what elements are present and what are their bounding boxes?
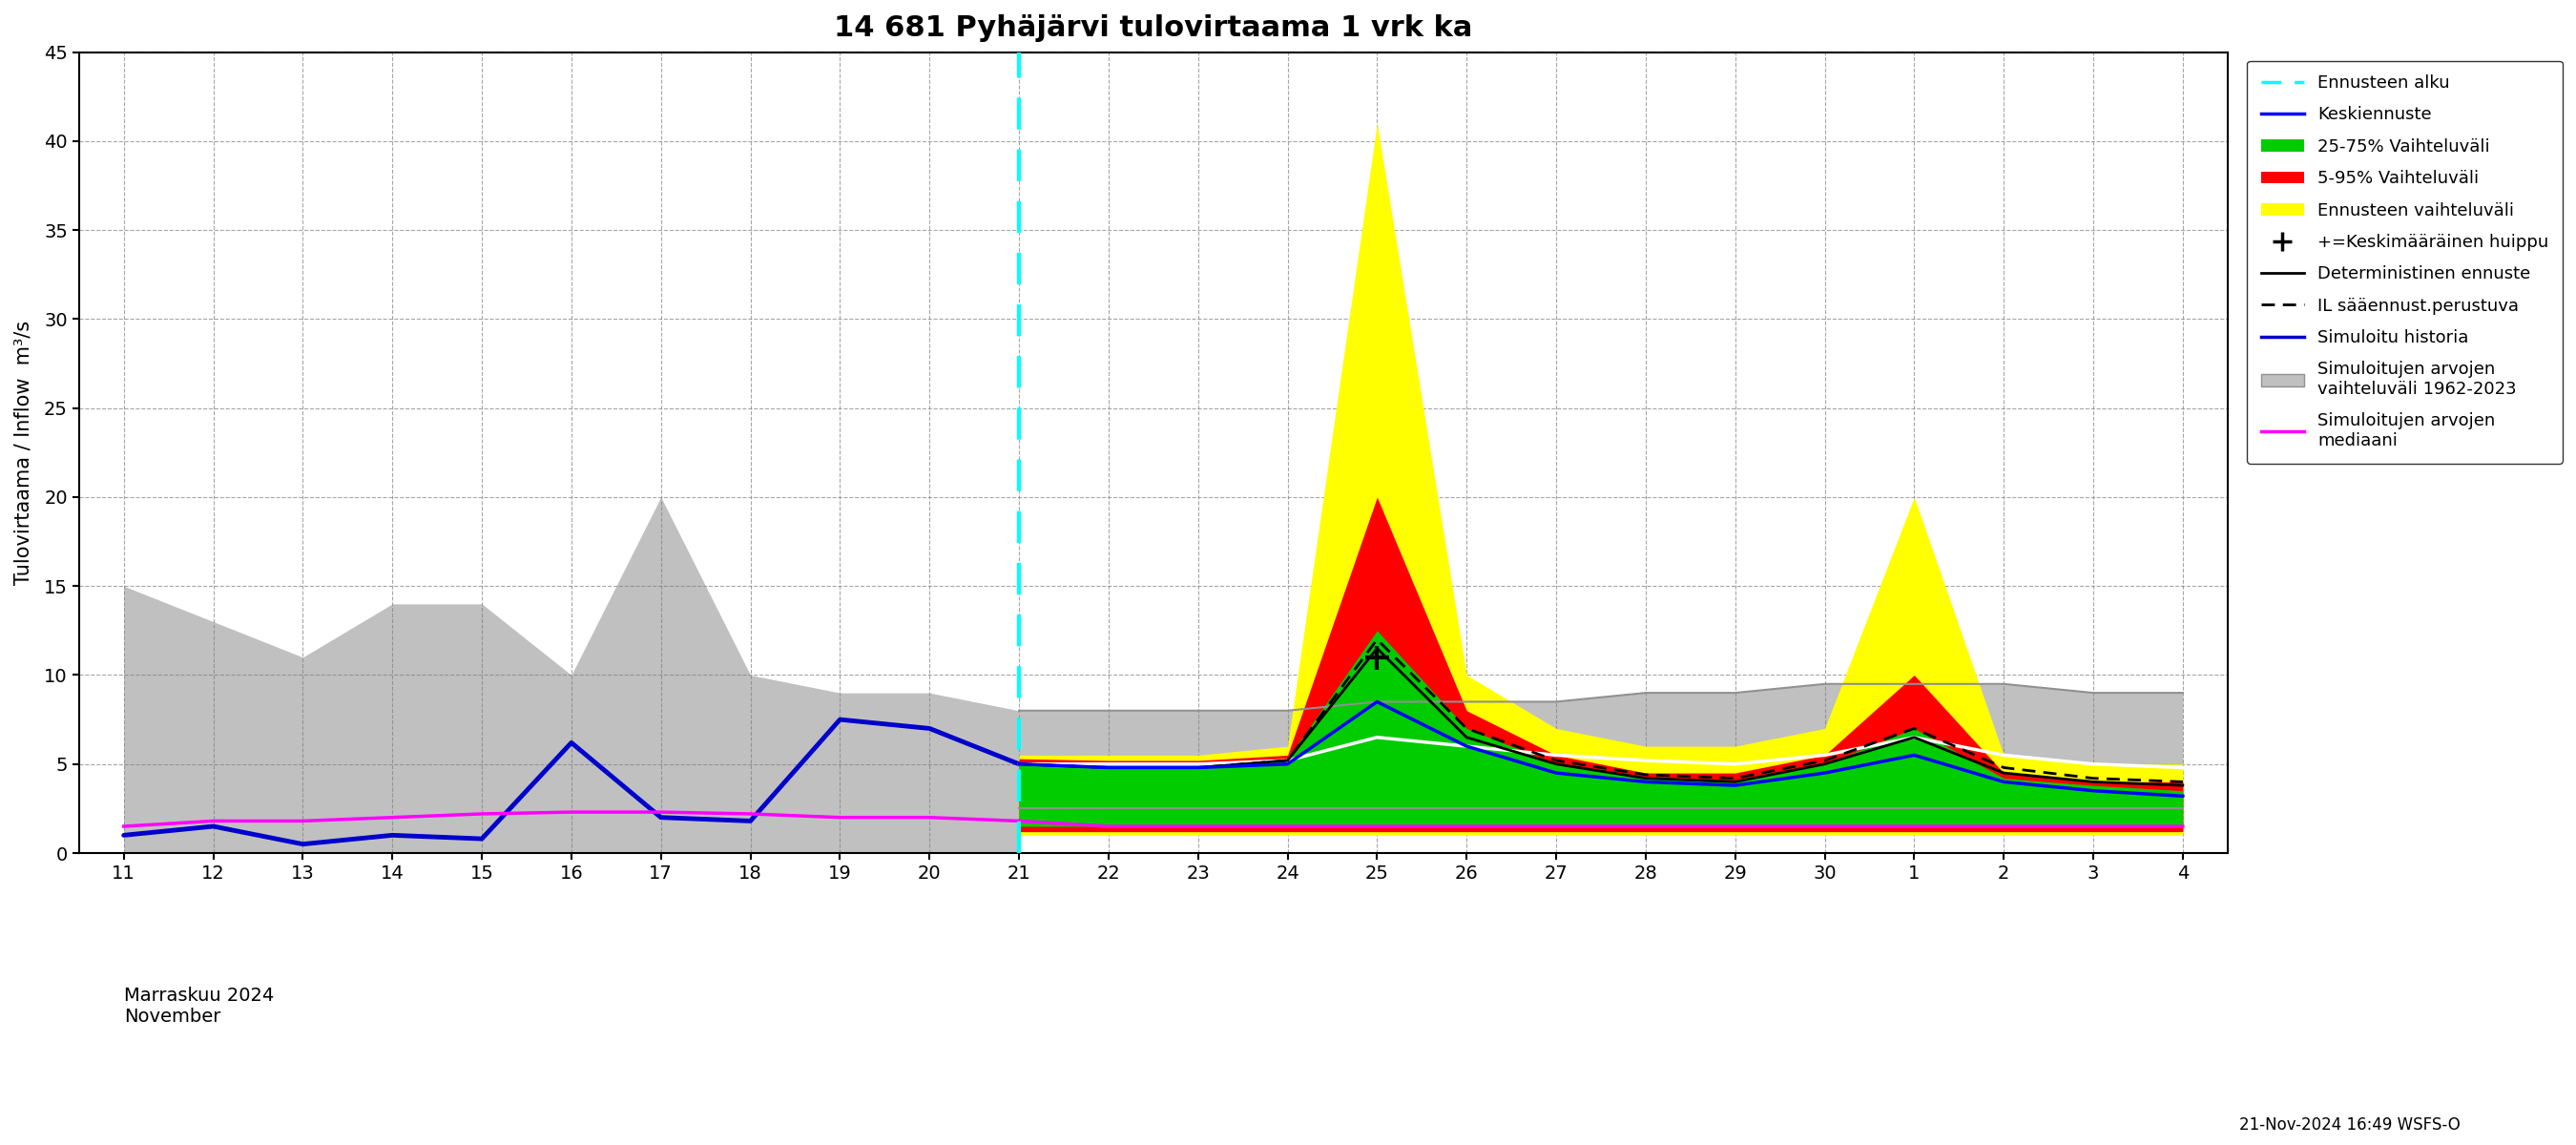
Y-axis label: Tulovirtaama / Inflow  m³/s: Tulovirtaama / Inflow m³/s: [15, 321, 33, 585]
Legend: Ennusteen alku, Keskiennuste, 25-75% Vaihteluväli, 5-95% Vaihteluväli, Ennusteen: Ennusteen alku, Keskiennuste, 25-75% Vai…: [2246, 61, 2563, 464]
Text: 21-Nov-2024 16:49 WSFS-O: 21-Nov-2024 16:49 WSFS-O: [2239, 1116, 2460, 1134]
Title: 14 681 Pyhäjärvi tulovirtaama 1 vrk ka: 14 681 Pyhäjärvi tulovirtaama 1 vrk ka: [835, 14, 1473, 42]
Text: Marraskuu 2024
November: Marraskuu 2024 November: [124, 987, 273, 1026]
